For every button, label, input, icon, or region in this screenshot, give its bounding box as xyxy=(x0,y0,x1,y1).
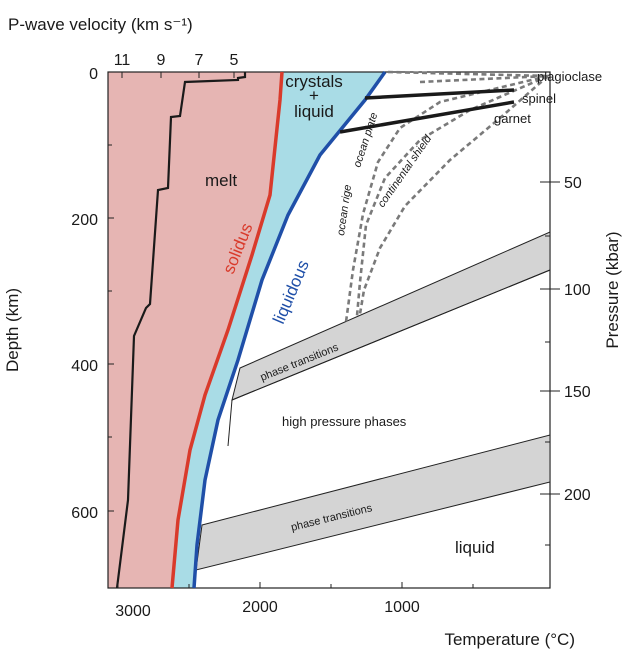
liquid-upper-label: liquid xyxy=(294,102,334,121)
liquidous-curve xyxy=(192,70,387,589)
phase-band-lower xyxy=(195,434,551,571)
geotherm-top-b xyxy=(419,74,549,84)
solidus-curve xyxy=(170,71,284,589)
geotherm-top-a xyxy=(387,70,549,78)
velocity-tick-11: 11 xyxy=(114,52,131,69)
depth-ticks xyxy=(108,71,114,512)
velocity-ticks xyxy=(121,72,235,78)
spinel-boundary xyxy=(364,88,515,100)
phase-band-upper-edge xyxy=(231,269,551,401)
melt-region xyxy=(108,72,282,588)
depth-tick-400: 400 xyxy=(71,358,98,375)
depth-tick-0: 0 xyxy=(89,66,98,83)
garnet-label: garnet xyxy=(494,111,531,126)
crystals-label: crystals xyxy=(285,72,343,91)
plot-frame xyxy=(107,71,551,589)
left-axis-title: Depth (km) xyxy=(3,288,22,372)
ocean-plate-label: ocean plate xyxy=(351,111,380,169)
depth-tick-600: 600 xyxy=(71,505,98,522)
ocean-rige-label: ocean rige xyxy=(335,184,354,237)
pressure-tick-200: 200 xyxy=(564,487,591,504)
temperature-tick-3000: 3000 xyxy=(115,603,151,620)
velocity-profile xyxy=(115,72,247,589)
pressure-tick-150: 150 xyxy=(564,384,591,401)
depth-tick-200: 200 xyxy=(71,212,98,229)
crystals-plus-label: + xyxy=(309,86,319,105)
temperature-tick-1000: 1000 xyxy=(384,599,420,616)
high-pressure-label: high pressure phases xyxy=(282,414,407,429)
garnet-boundary xyxy=(339,100,515,134)
velocity-tick-9: 9 xyxy=(157,52,166,69)
spinel-label: spinel xyxy=(522,91,556,106)
temperature-tick-2000: 2000 xyxy=(242,599,278,616)
pressure-tick-50: 50 xyxy=(564,175,582,192)
pressure-ticks xyxy=(540,181,560,546)
right-axis-title: Pressure (kbar) xyxy=(603,231,622,348)
plagioclase-label: plagioclase xyxy=(537,69,602,84)
melt-label: melt xyxy=(205,171,237,190)
velocity-tick-7: 7 xyxy=(195,52,204,69)
continental-shield-geotherm xyxy=(358,75,549,315)
bottom-axis-title: Temperature (°C) xyxy=(444,630,575,649)
phase-band-upper-connector xyxy=(227,399,233,447)
pressure-tick-100: 100 xyxy=(564,282,591,299)
temperature-ticks xyxy=(117,582,474,588)
ocean-rige-geotherm xyxy=(344,74,549,323)
top-axis-title: P-wave velocity (km s⁻¹) xyxy=(8,15,193,34)
liquid-lower-label: liquid xyxy=(455,538,495,557)
liquidous-label: liquidous xyxy=(269,257,313,326)
crystals-liquid-region xyxy=(170,72,385,588)
velocity-tick-5: 5 xyxy=(230,52,239,69)
continental-shield-label: continental shield xyxy=(376,132,435,209)
